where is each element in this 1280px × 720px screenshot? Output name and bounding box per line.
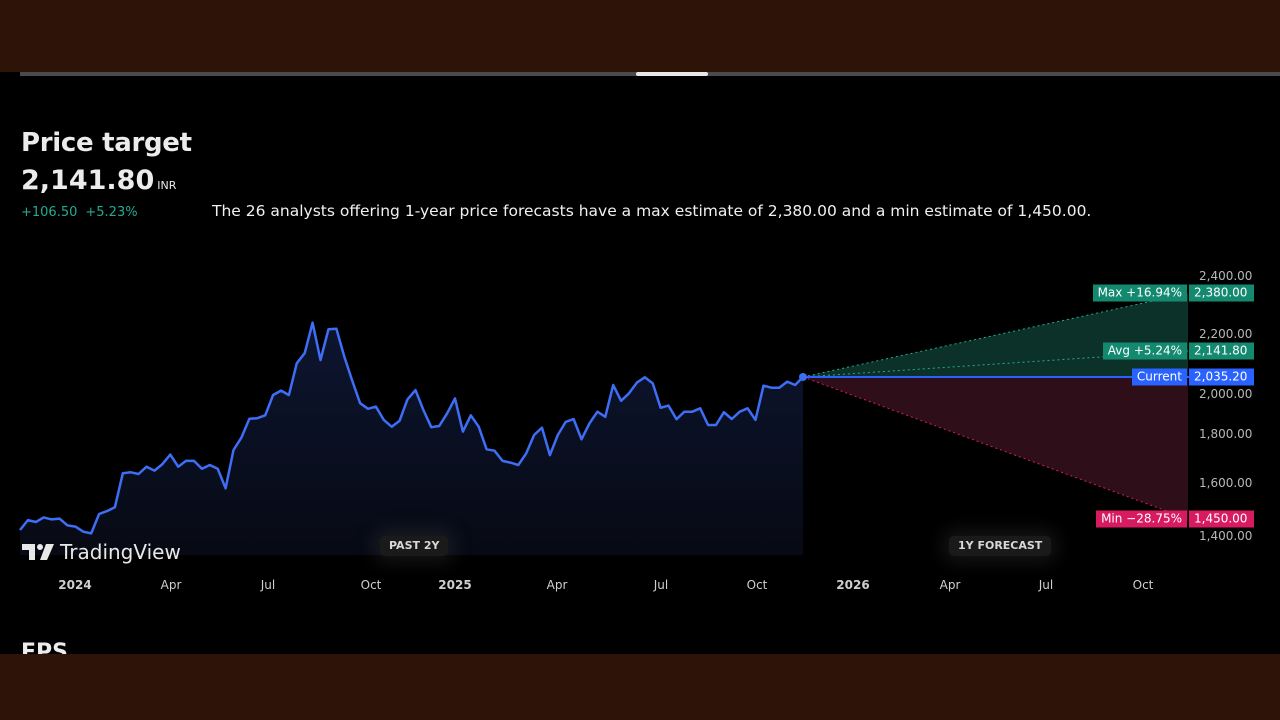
price-target-value: 2,141.80 INR bbox=[21, 165, 176, 196]
x-tick-label: Jul bbox=[1038, 578, 1054, 592]
avg-label-tag: Avg +5.24% bbox=[1102, 342, 1187, 360]
price-line bbox=[19, 321, 804, 535]
min-value-tag: 1,450.00 bbox=[1189, 510, 1254, 528]
price-change: +106.50 +5.23% bbox=[21, 205, 146, 220]
price-value: 2,141.80 bbox=[21, 165, 155, 196]
tradingview-logo-icon bbox=[22, 544, 54, 560]
max-forecast-line bbox=[802, 292, 1189, 378]
x-tick-label: Oct bbox=[360, 578, 382, 592]
y-tick-label: 1,400.00 bbox=[1199, 528, 1253, 543]
horizontal-scrollbar[interactable] bbox=[20, 72, 1280, 76]
x-tick-label: Jul bbox=[653, 578, 669, 592]
top-frame bbox=[0, 0, 1280, 72]
avg-value-tag: 2,141.80 bbox=[1189, 342, 1254, 360]
y-tick-label: 2,400.00 bbox=[1199, 269, 1253, 284]
y-tick-label: 2,200.00 bbox=[1199, 327, 1253, 342]
y-tick-label: 1,600.00 bbox=[1199, 475, 1253, 490]
x-tick-label: 2024 bbox=[58, 578, 92, 592]
current-label-tag: Current bbox=[1131, 368, 1187, 386]
scrollbar-thumb[interactable] bbox=[636, 72, 708, 76]
x-tick-label: 2026 bbox=[836, 578, 870, 592]
min-forecast-line bbox=[802, 376, 1189, 520]
x-tick-label: Oct bbox=[1132, 578, 1154, 592]
x-tick-label: Jul bbox=[260, 578, 276, 592]
bottom-frame bbox=[0, 654, 1280, 720]
logo-text: TradingView bbox=[60, 540, 181, 564]
section-title: Price target bbox=[21, 128, 192, 158]
tradingview-logo[interactable]: TradingView bbox=[22, 540, 181, 564]
price-area bbox=[20, 322, 803, 555]
y-tick-label: 2,000.00 bbox=[1199, 386, 1253, 401]
x-tick-label: 2025 bbox=[438, 578, 472, 592]
current-value-tag: 2,035.20 bbox=[1189, 368, 1254, 386]
x-tick-label: Apr bbox=[160, 578, 182, 592]
x-tick-label: Oct bbox=[746, 578, 768, 592]
past-period-label: PAST 2Y bbox=[380, 536, 449, 556]
y-tick-label: 1,800.00 bbox=[1199, 427, 1253, 441]
change-abs: +106.50 bbox=[21, 205, 78, 220]
max-label-tag: Max +16.94% bbox=[1092, 284, 1187, 302]
current-point bbox=[799, 372, 807, 381]
max-value-tag: 2,380.00 bbox=[1189, 284, 1254, 302]
forecast-period-label: 1Y FORECAST bbox=[949, 536, 1052, 556]
change-pct: +5.23% bbox=[85, 205, 138, 220]
min-label-tag: Min −28.75% bbox=[1096, 510, 1187, 528]
x-tick-label: Apr bbox=[546, 578, 568, 592]
forecast-description: The 26 analysts offering 1-year price fo… bbox=[212, 202, 1092, 220]
x-tick-label: Apr bbox=[939, 578, 961, 592]
currency-label: INR bbox=[157, 179, 177, 192]
